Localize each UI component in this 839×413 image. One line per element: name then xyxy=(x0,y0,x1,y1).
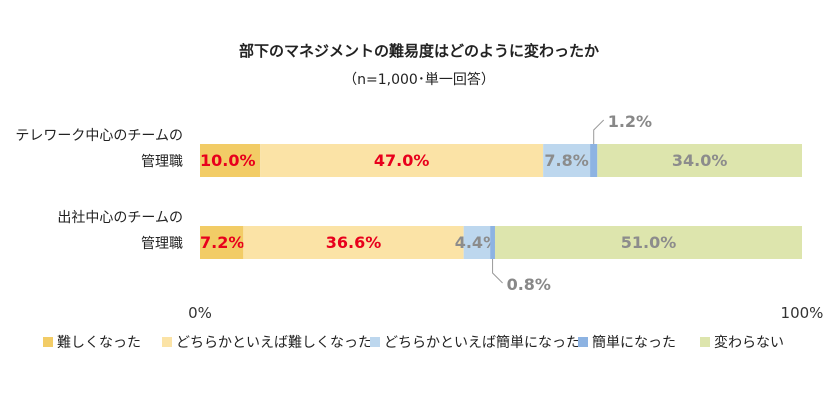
data-label: 7.8% xyxy=(544,151,588,170)
bar-segment xyxy=(543,144,591,177)
bar-segment xyxy=(490,226,495,259)
bar-segment xyxy=(200,144,261,177)
callout-label: 0.8% xyxy=(507,275,551,294)
data-label: 47.0% xyxy=(374,151,430,170)
legend-swatch xyxy=(370,337,380,347)
category-label: 管理職 xyxy=(141,154,183,170)
category-label: 出社中心のチームの xyxy=(57,210,183,226)
bar-segment xyxy=(260,144,544,177)
data-label: 51.0% xyxy=(621,233,677,252)
chart-title: 部下のマネジメントの難易度はどのように変わったか xyxy=(239,42,599,60)
data-label: 34.0% xyxy=(672,151,728,170)
legend-label: 変わらない xyxy=(714,334,784,351)
bar-segment xyxy=(597,144,802,177)
legend-label: 簡単になった xyxy=(592,335,676,351)
legend: 難しくなった どちらかといえば難しくなった どちらかといえば簡単になった 簡単になった… xyxy=(43,334,784,351)
legend-swatch xyxy=(578,337,588,347)
callout-group: 1.2% 0.8% xyxy=(492,112,652,294)
bar-segment xyxy=(590,144,598,177)
bar-segment xyxy=(494,226,802,259)
category-label: テレワーク中心のチームの xyxy=(15,128,183,144)
data-label: 10.0% xyxy=(200,151,256,170)
bar-segment xyxy=(463,226,491,259)
callout-label: 1.2% xyxy=(608,112,652,131)
legend-swatch xyxy=(43,337,53,347)
data-label: 7.2% xyxy=(200,233,244,252)
legend-label: 難しくなった xyxy=(57,335,141,351)
category-label: 管理職 xyxy=(141,236,183,252)
chart-subtitle: （n=1,000･単一回答） xyxy=(343,71,495,88)
x-tick-0: 0% xyxy=(188,304,212,322)
bar-segment xyxy=(200,226,244,259)
callout-line xyxy=(593,119,605,144)
legend-label: どちらかといえば難しくなった xyxy=(176,335,372,351)
callout-line xyxy=(492,259,503,284)
legend-label: どちらかといえば簡単になった xyxy=(384,335,580,351)
data-label: 4.4% xyxy=(455,233,499,252)
legend-swatch xyxy=(162,337,172,347)
bar-segment xyxy=(243,226,464,259)
bars-group: 10.0% 47.0% 7.8% 34.0% 7.2% 36.6% 4.4% 51.0% xyxy=(200,144,802,259)
legend-swatch xyxy=(700,337,710,347)
data-label: 36.6% xyxy=(326,233,382,252)
x-tick-100: 100% xyxy=(781,304,824,322)
